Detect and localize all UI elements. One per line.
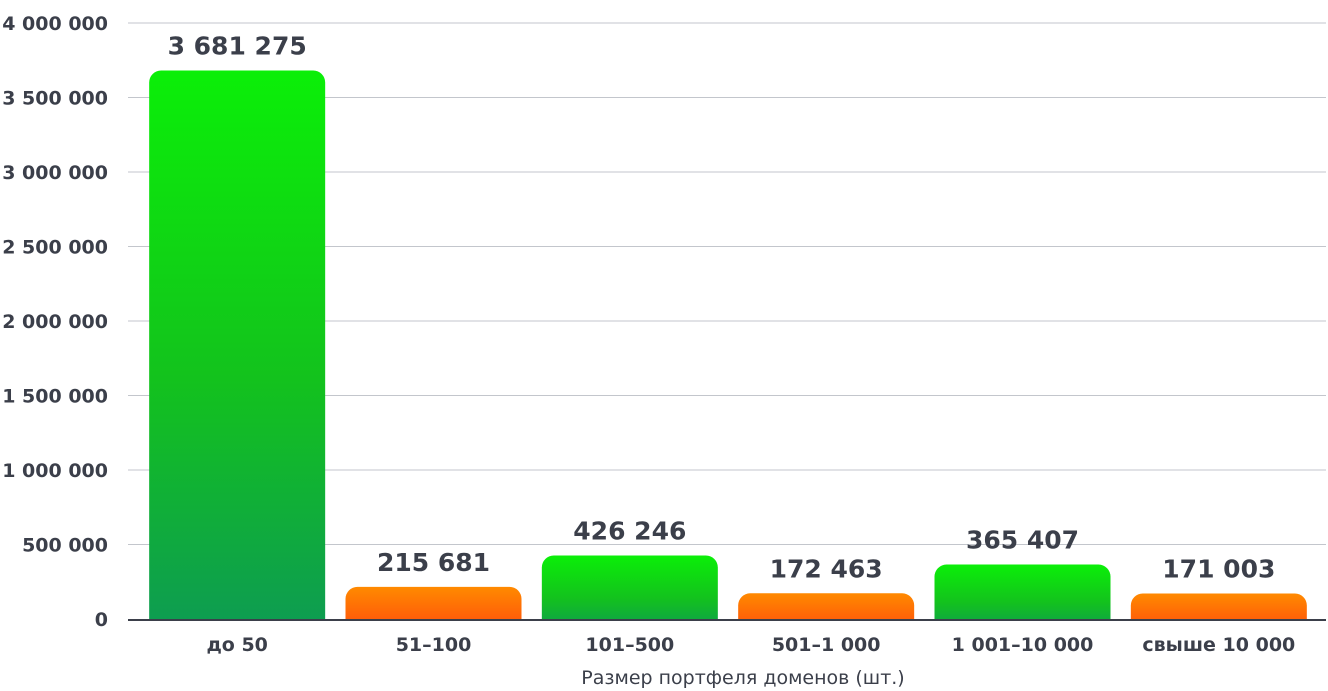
gridlines <box>128 22 1326 545</box>
y-tick-label: 0 <box>95 609 108 631</box>
value-labels: 3 681 275 215 681 426 246 172 463 365 407 171… <box>168 31 1276 583</box>
x-category-label: 51–100 <box>396 634 472 656</box>
bar <box>149 70 326 621</box>
x-axis-title: Размер портфеля доменов (шт.) <box>581 667 904 689</box>
bar <box>1130 593 1307 621</box>
bar <box>934 564 1111 621</box>
y-tick-label: 2 000 000 <box>2 311 108 333</box>
y-tick-label: 1 500 000 <box>2 386 108 408</box>
bar-value-label: 426 246 <box>573 516 686 545</box>
bar <box>541 555 718 621</box>
y-tick-label: 500 000 <box>22 535 108 557</box>
bar-value-label: 365 407 <box>966 526 1079 555</box>
x-category-label: 101–500 <box>585 634 674 656</box>
x-category-label: 1 001–10 000 <box>952 634 1094 656</box>
y-tick-label: 3 500 000 <box>2 88 108 110</box>
bar-value-label: 172 463 <box>770 554 883 583</box>
y-tick-label: 3 000 000 <box>2 162 108 184</box>
x-category-label: свыше 10 000 <box>1142 634 1295 656</box>
bar-value-label: 215 681 <box>377 548 490 577</box>
y-tick-label: 4 000 000 <box>2 13 108 35</box>
bar <box>738 593 915 621</box>
bars <box>149 70 1307 621</box>
y-axis-ticks: 0 500 000 1 000 000 1 500 000 2 000 000 2 500… <box>2 13 108 631</box>
x-category-label: до 50 <box>206 634 267 656</box>
bar-value-label: 171 003 <box>1162 555 1275 584</box>
y-tick-label: 1 000 000 <box>2 460 108 482</box>
y-tick-label: 2 500 000 <box>2 237 108 259</box>
x-axis-categories: до 50 51–100 101–500 501–1 000 1 001–10 000 с… <box>206 634 1295 656</box>
x-category-label: 501–1 000 <box>772 634 881 656</box>
bar-value-label: 3 681 275 <box>168 31 307 60</box>
bar <box>345 586 522 621</box>
